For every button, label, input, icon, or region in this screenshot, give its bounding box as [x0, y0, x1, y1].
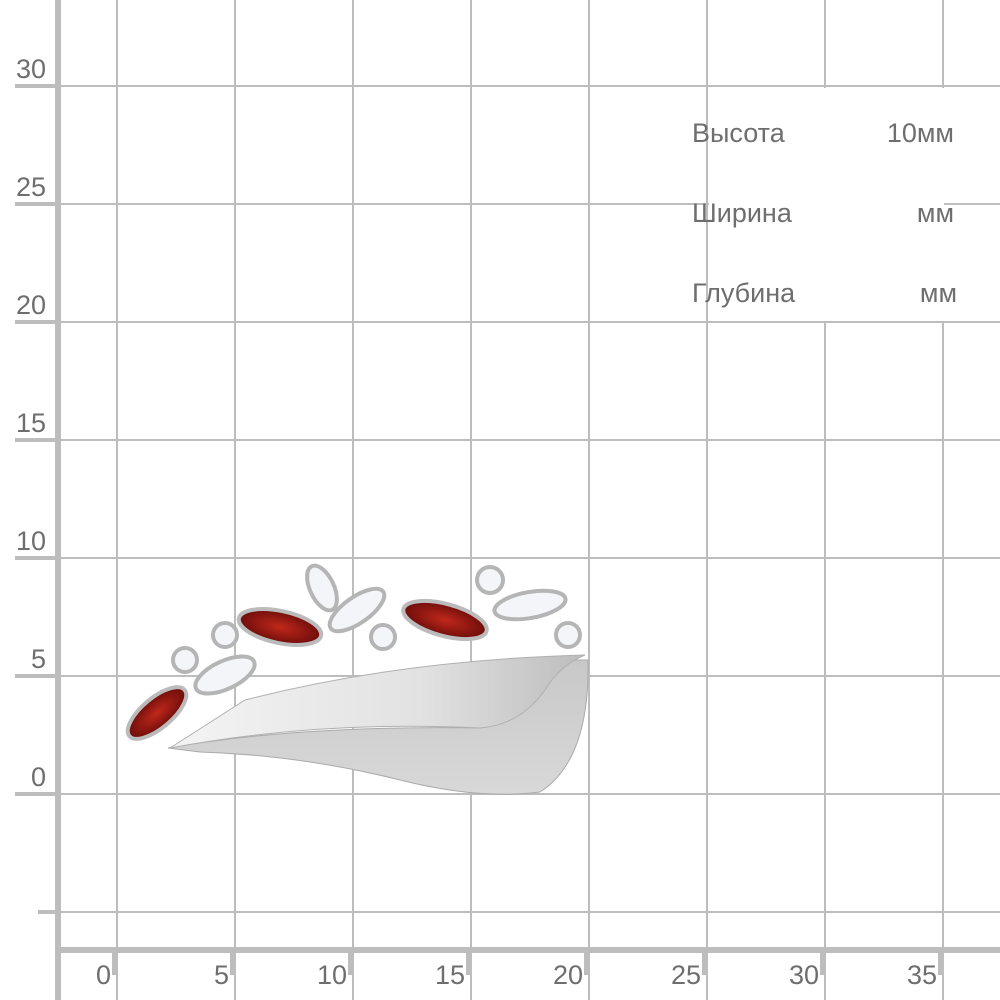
height-label: Высота — [692, 118, 785, 148]
x-tick-label: 5 — [213, 960, 229, 990]
depth-value: мм — [919, 278, 957, 308]
garnet-stones — [125, 598, 489, 741]
depth-label: Глубина — [692, 278, 796, 308]
width-value: мм — [916, 198, 954, 228]
brooch-bar-lower — [167, 659, 589, 795]
y-tick-label: 20 — [15, 290, 46, 320]
x-tick-label: 30 — [788, 960, 819, 990]
y-tick-label: 25 — [15, 172, 46, 202]
height-value: 10мм — [886, 118, 954, 148]
y-tick-label: 15 — [15, 408, 46, 438]
x-tick-label: 35 — [906, 960, 937, 990]
x-tick-label: 10 — [316, 960, 347, 990]
garnet-stone — [125, 685, 189, 741]
x-tick-label: 0 — [95, 960, 111, 990]
y-tick-label: 0 — [30, 762, 46, 792]
x-tick-label: 15 — [434, 960, 465, 990]
garnet-stone — [401, 598, 489, 642]
y-tick-label: 30 — [15, 54, 46, 84]
brooch-bar-upper — [169, 654, 586, 749]
zirconia-stones — [171, 563, 582, 696]
x-tick-label: 20 — [552, 960, 583, 990]
y-tick-label: 10 — [15, 526, 46, 556]
y-tick-label: 5 — [30, 644, 46, 674]
garnet-stone — [236, 607, 324, 647]
width-label: Ширина — [692, 198, 792, 228]
x-tick-label: 25 — [670, 960, 701, 990]
dimensions-background — [709, 88, 944, 321]
